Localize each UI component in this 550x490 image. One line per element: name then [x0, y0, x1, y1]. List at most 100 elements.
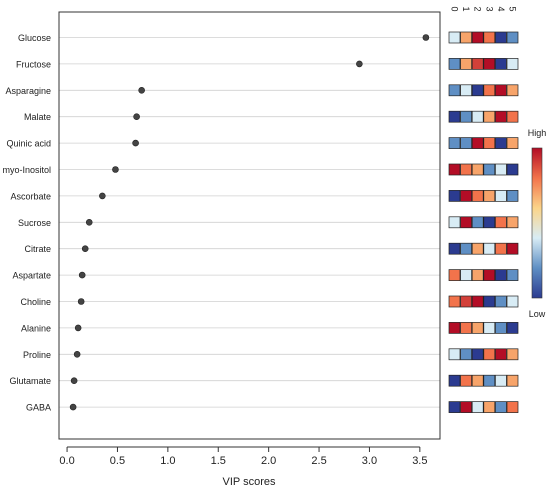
x-tick-label: 1.5 [211, 455, 226, 467]
heatmap-cell [460, 374, 472, 387]
heatmap [448, 31, 519, 413]
heatmap-cell [495, 137, 507, 149]
x-axis-title: VIP scores [223, 476, 276, 488]
x-tick-label: 0.0 [59, 455, 74, 467]
data-point [138, 87, 145, 94]
heatmap-cell [506, 163, 519, 176]
heatmap-cell [506, 242, 519, 255]
x-axis: 0.0 0.5 1.0 1.5 2.0 2.5 3.0 3.5 [59, 446, 427, 467]
heatmap-cell [448, 295, 461, 308]
heatmap-cell [448, 401, 461, 413]
data-point [81, 245, 89, 252]
plot-frame [58, 11, 441, 440]
data-point [85, 219, 93, 226]
row-label: Ascorbate [10, 191, 51, 201]
heatmap-cell [483, 269, 496, 281]
data-point [356, 60, 363, 68]
heatmap-cell [448, 269, 461, 281]
x-tick-label: 3.5 [412, 455, 427, 467]
data-point [73, 350, 81, 358]
heatmap-cell [471, 84, 484, 97]
heatmap-cell [448, 190, 461, 202]
heatmap-cell [506, 348, 519, 361]
data-point [99, 192, 106, 200]
data-point [70, 377, 78, 385]
heatmap-cell [483, 242, 496, 255]
heatmap-cell [506, 84, 519, 97]
heatmap-cell [448, 137, 461, 149]
x-tick-label: 2.0 [261, 455, 276, 467]
heatmap-cell [483, 348, 496, 361]
heatmap-cell [506, 31, 519, 44]
heatmap-cell [471, 322, 484, 334]
heatmap-cell [460, 216, 472, 229]
data-points [69, 34, 430, 411]
heatmap-cell [471, 295, 484, 308]
heatmap-column-label: 0 [450, 6, 460, 11]
heatmap-cell [483, 374, 496, 387]
row-label: Glucose [18, 33, 51, 43]
heatmap-cell [448, 84, 461, 97]
heatmap-column-label: 5 [508, 6, 518, 11]
heatmap-column-label: 4 [496, 6, 506, 11]
row-label: Fructose [16, 59, 51, 69]
row-label: Asparagine [5, 86, 51, 96]
heatmap-cell [506, 216, 519, 229]
heatmap-cell [495, 401, 507, 413]
heatmap-cell [483, 322, 496, 334]
heatmap-cell [483, 110, 496, 123]
heatmap-cell [448, 374, 461, 387]
row-label: Sucrose [18, 218, 51, 228]
heatmap-cell [460, 110, 472, 123]
heatmap-column-label: 1 [461, 6, 471, 11]
heatmap-cell [495, 58, 507, 70]
heatmap-cell [460, 84, 472, 97]
heatmap-cell [460, 163, 472, 176]
data-point [74, 324, 82, 332]
heatmap-cell [506, 322, 519, 334]
heatmap-cell [471, 58, 484, 70]
color-scale-high-label: High [528, 128, 547, 138]
row-label: Malate [24, 112, 51, 122]
heatmap-cell [460, 31, 472, 44]
heatmap-cell [460, 190, 472, 202]
heatmap-cell [495, 163, 507, 176]
row-label: Alanine [21, 323, 51, 333]
data-point [422, 34, 430, 41]
data-point [78, 271, 86, 279]
x-tick-label: 2.5 [311, 455, 326, 467]
heatmap-cell [506, 374, 519, 387]
x-tick-label: 3.0 [362, 455, 377, 467]
heatmap-cell [460, 269, 472, 281]
heatmap-cell [448, 216, 461, 229]
data-point [77, 298, 85, 305]
heatmap-cell [483, 401, 496, 413]
row-label: myo-Inositol [2, 165, 51, 175]
heatmap-cell [495, 31, 507, 44]
heatmap-cell [471, 31, 484, 44]
heatmap-cell [483, 163, 496, 176]
heatmap-cell [483, 84, 496, 97]
heatmap-cell [483, 295, 496, 308]
heatmap-cell [448, 242, 461, 255]
heatmap-cell [495, 374, 507, 387]
heatmap-cell [471, 374, 484, 387]
heatmap-cell [471, 242, 484, 255]
heatmap-cell [460, 242, 472, 255]
heatmap-cell [448, 110, 461, 123]
heatmap-cell [506, 401, 519, 413]
x-tick-label: 1.0 [160, 455, 175, 467]
row-label: GABA [26, 403, 51, 413]
heatmap-cell [471, 269, 484, 281]
heatmap-cell [495, 242, 507, 255]
heatmap-cell [495, 84, 507, 97]
heatmap-cell [495, 322, 507, 334]
heatmap-cell [471, 216, 484, 229]
heatmap-cell [460, 401, 472, 413]
data-point [132, 139, 139, 147]
row-labels: Glucose Fructose Asparagine Malate Quinic ac… [2, 33, 51, 413]
heatmap-cell [495, 348, 507, 361]
heatmap-cell [495, 190, 507, 202]
